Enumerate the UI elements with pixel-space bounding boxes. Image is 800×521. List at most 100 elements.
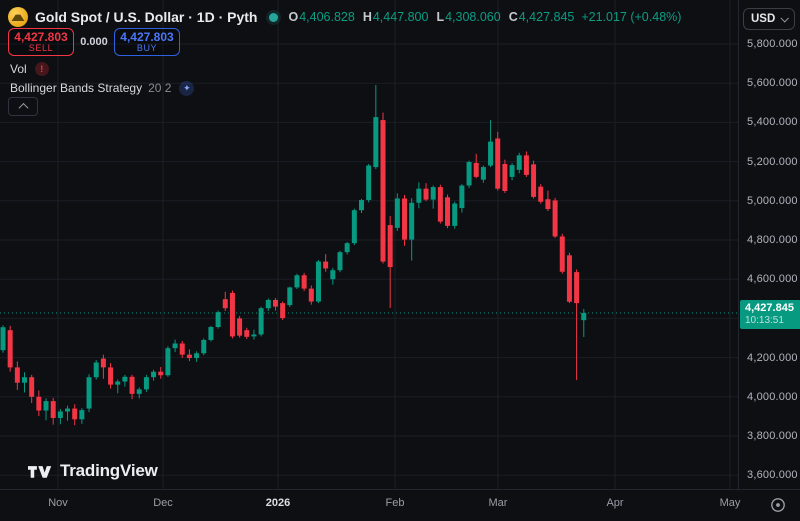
candle-body <box>523 155 529 175</box>
candle-body <box>330 270 336 280</box>
indicator-row-bollinger[interactable]: Bollinger Bands Strategy 20 2 ✦ <box>10 80 195 96</box>
candle-body <box>258 308 264 335</box>
candle-body <box>380 120 386 262</box>
price-tick-label: 3,600.000 <box>747 469 798 482</box>
candle-body <box>552 200 558 237</box>
candle-body <box>459 185 465 209</box>
candle-body <box>79 410 85 420</box>
collapse-legend-button[interactable] <box>8 97 38 116</box>
price-tick-label: 4,600.000 <box>747 273 798 286</box>
close-value: 4,427.845 <box>518 10 575 24</box>
price-tick-label: 4,000.000 <box>747 390 798 403</box>
candle-body <box>36 396 42 411</box>
time-axis[interactable]: Nov Dec 2026 Feb Mar Apr May <box>0 489 800 521</box>
buy-button[interactable]: 4,427.803 BUY <box>114 28 180 56</box>
candle-body <box>344 243 350 253</box>
candle-body <box>57 411 63 418</box>
currency-selector[interactable]: USD <box>743 8 795 30</box>
candle-body <box>165 348 171 376</box>
candle-body <box>509 165 515 177</box>
candle-body <box>251 334 257 337</box>
symbol-title[interactable]: Gold Spot / U.S. Dollar · 1D · Pyth <box>35 9 258 25</box>
candle-body <box>581 312 587 321</box>
candle-body <box>495 138 501 189</box>
candle-body <box>186 354 192 358</box>
tradingview-logo[interactable]: TradingView <box>28 461 158 481</box>
time-tick-label: 2026 <box>265 497 291 509</box>
candle-body <box>315 261 321 302</box>
candle-body <box>201 339 207 354</box>
price-tick-label: 5,800.000 <box>747 38 798 50</box>
bar-countdown: 10:13:51 <box>745 314 784 326</box>
candle-body <box>208 327 214 340</box>
last-price-value: 4,427.845 <box>745 301 794 314</box>
indicator-row-volume[interactable]: Vol ! <box>10 61 49 77</box>
price-tick-label: 5,000.000 <box>747 194 798 207</box>
chevron-down-icon <box>780 14 789 23</box>
candle-body <box>265 299 271 309</box>
low-value: 4,308.060 <box>445 10 501 24</box>
candle-body <box>151 371 157 378</box>
candle-body <box>194 353 200 358</box>
error-icon[interactable]: ! <box>34 62 49 76</box>
price-tick-label: 5,200.000 <box>747 155 798 168</box>
sell-button[interactable]: 4,427.803 SELL <box>8 28 74 56</box>
last-price-label: 4,427.845 10:13:51 <box>740 299 800 330</box>
time-tick-label: Dec <box>153 497 173 509</box>
candle-body <box>373 117 379 168</box>
time-tick-label: Nov <box>48 497 68 509</box>
tradingview-logo-text: TradingView <box>60 461 158 480</box>
time-tick-label: May <box>719 497 741 509</box>
candle-body <box>466 161 472 186</box>
candle-body <box>574 272 580 304</box>
candle-body <box>172 343 178 349</box>
chevron-up-icon <box>18 102 28 113</box>
tradingview-logo-icon <box>28 465 52 478</box>
price-axis[interactable]: 4,427.845 10:13:51 5,800.000 5,600.000 5,4… <box>738 0 800 489</box>
candle-body <box>100 358 106 368</box>
candle-body <box>402 198 408 240</box>
candle-body <box>359 200 364 211</box>
candle-body <box>272 299 278 307</box>
candle-body <box>65 408 71 412</box>
candle-body <box>86 377 92 409</box>
candle-body <box>287 287 293 306</box>
candle-body <box>394 198 400 228</box>
data-feed-status-icon[interactable] <box>269 12 279 22</box>
chart-legend: Gold Spot / U.S. Dollar · 1D · Pyth O 4,4… <box>8 6 681 28</box>
candle-body <box>323 261 329 269</box>
candle-body <box>516 155 522 170</box>
candle-body <box>244 330 250 337</box>
axis-settings-gear-icon[interactable] <box>768 495 788 515</box>
candle-body <box>43 401 49 411</box>
ohlc-readout: O 4,406.828 H 4,447.800 L 4,308.060 C 4,427.… <box>288 10 681 24</box>
low-label: L <box>436 10 445 24</box>
candle-body <box>566 255 572 302</box>
candle-body <box>158 371 164 376</box>
candle-body <box>531 164 537 197</box>
candle-body <box>0 327 6 351</box>
candle-body <box>366 165 372 201</box>
candle-body <box>301 275 307 289</box>
candle-body <box>215 312 221 328</box>
price-tick-label: 5,400.000 <box>747 116 798 129</box>
candle-body <box>143 377 149 390</box>
candle-body <box>351 210 357 244</box>
gold-coin-icon <box>8 7 28 27</box>
candle-body <box>480 167 486 180</box>
bollinger-params: 20 2 <box>148 81 172 95</box>
volume-indicator-label: Vol <box>10 62 27 76</box>
candle-body <box>280 303 286 319</box>
candle-body <box>50 401 56 418</box>
candle-body <box>437 187 443 222</box>
buy-label: BUY <box>136 42 158 53</box>
candle-body <box>502 163 508 191</box>
candle-body <box>122 376 128 382</box>
sparkle-icon[interactable]: ✦ <box>179 80 195 96</box>
candle-body <box>387 225 393 268</box>
sell-price: 4,427.803 <box>14 29 68 44</box>
candle-body <box>29 377 35 397</box>
candle-body <box>179 343 185 355</box>
